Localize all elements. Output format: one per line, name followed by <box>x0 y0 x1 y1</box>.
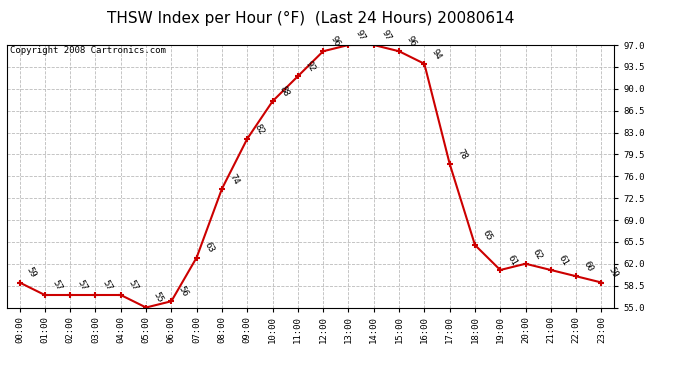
Text: 59: 59 <box>25 266 38 280</box>
Text: 59: 59 <box>607 266 620 280</box>
Text: 57: 57 <box>126 278 139 292</box>
Text: 82: 82 <box>253 122 266 136</box>
Text: 92: 92 <box>304 60 317 74</box>
Text: 97: 97 <box>354 28 367 42</box>
Text: 62: 62 <box>531 247 544 261</box>
Text: 60: 60 <box>582 260 595 273</box>
Text: 96: 96 <box>404 34 417 48</box>
Text: 57: 57 <box>76 278 89 292</box>
Text: 61: 61 <box>506 254 519 267</box>
Text: 55: 55 <box>152 291 165 305</box>
Text: 97: 97 <box>380 28 393 42</box>
Text: 96: 96 <box>328 34 342 48</box>
Text: 63: 63 <box>202 241 215 255</box>
Text: 57: 57 <box>50 278 63 292</box>
Text: THSW Index per Hour (°F)  (Last 24 Hours) 20080614: THSW Index per Hour (°F) (Last 24 Hours)… <box>107 11 514 26</box>
Text: 56: 56 <box>177 285 190 298</box>
Text: Copyright 2008 Cartronics.com: Copyright 2008 Cartronics.com <box>10 46 166 56</box>
Text: 61: 61 <box>556 254 569 267</box>
Text: 65: 65 <box>480 228 493 242</box>
Text: 94: 94 <box>430 47 443 61</box>
Text: 57: 57 <box>101 278 114 292</box>
Text: 88: 88 <box>278 85 291 99</box>
Text: 78: 78 <box>455 147 469 161</box>
Text: 74: 74 <box>228 172 241 186</box>
